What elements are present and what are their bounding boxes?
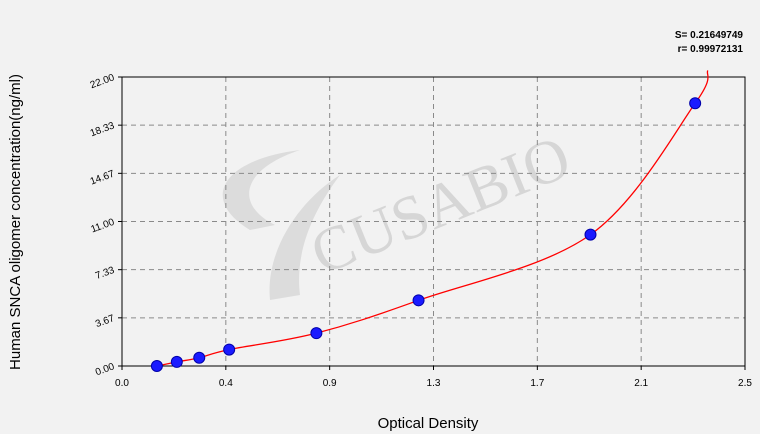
x-tick-label: 2.1 [634,378,648,389]
data-point [170,355,183,368]
data-point [412,294,425,307]
watermark-text: CUSABIO [302,123,580,288]
x-tick-label: 0.0 [115,378,129,389]
data-point [150,360,163,372]
data-points [150,97,702,372]
data-point [584,228,597,241]
x-tick-label: 1.7 [530,378,544,389]
x-tick-label: 2.5 [738,378,752,389]
y-tick-label: 11.00 [89,217,116,236]
x-tick-label: 0.9 [323,378,337,389]
data-point [689,97,702,110]
stat-r: r= 0.99972131 [678,44,744,55]
y-tick-label: 0.00 [94,361,116,378]
y-axis: 0.00 3.67 7.33 11.00 14.67 18.33 22.00 [89,72,122,378]
data-point [310,327,323,340]
y-tick-label: 3.67 [94,313,116,330]
fit-curve [156,70,709,367]
y-tick-label: 14.67 [89,168,117,187]
stat-s: S= 0.21649749 [675,30,744,41]
grid [122,77,745,366]
data-point [223,343,236,356]
x-tick-label: 0.4 [219,378,233,389]
x-axis-title: Optical Density [378,415,479,432]
y-tick-label: 18.33 [89,120,117,139]
watermark: CUSABIO [222,123,580,300]
x-axis: 0.0 0.4 0.9 1.3 1.7 2.1 2.5 [115,366,752,389]
data-point [193,351,206,364]
y-tick-label: 7.33 [94,265,116,282]
watermark-logo [222,150,340,300]
x-tick-label: 1.3 [427,378,441,389]
y-axis-title: Human SNCA oligomer concentration(ng/ml) [7,74,24,370]
y-tick-label: 22.00 [89,72,117,91]
